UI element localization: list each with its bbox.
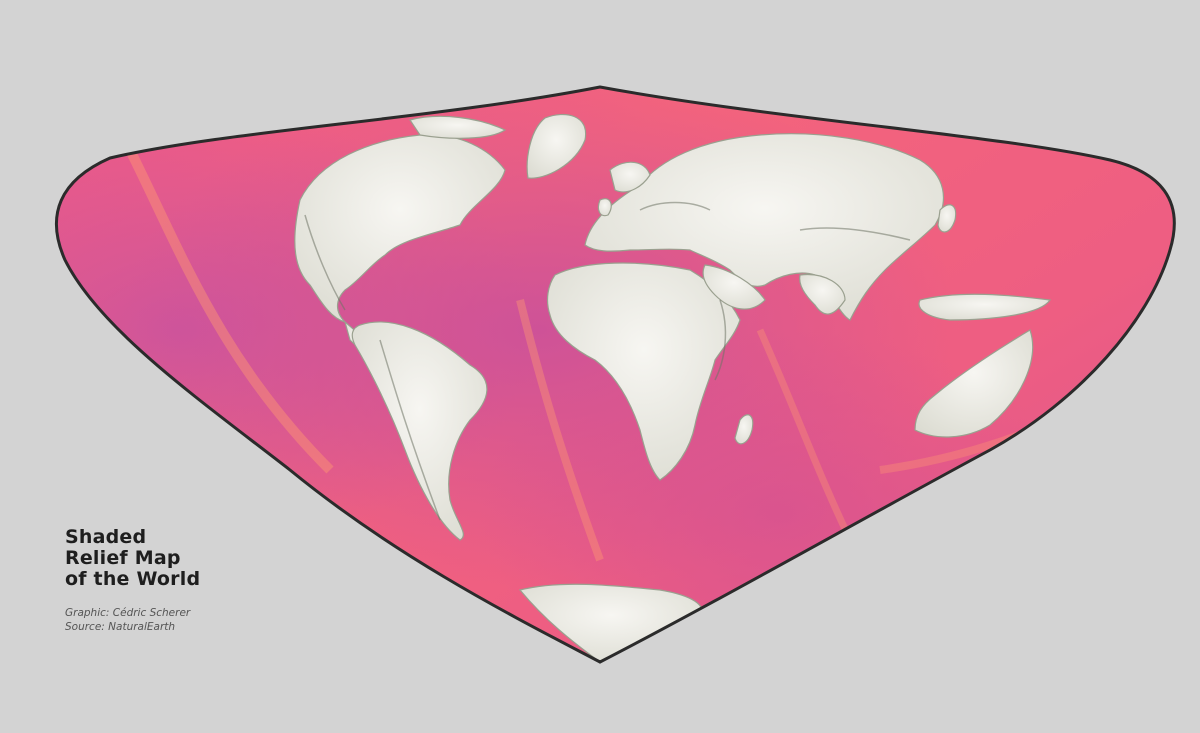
india-land <box>799 273 846 315</box>
japan-land <box>937 204 957 233</box>
credits: Graphic: Cédric Scherer Source: NaturalE… <box>65 606 285 634</box>
australia-land <box>914 329 1034 438</box>
british-isles-land <box>597 198 612 217</box>
graphic-credit: Graphic: Cédric Scherer <box>65 607 191 619</box>
southeast-asia-islands-land <box>918 293 1052 321</box>
arabia-land <box>702 264 766 310</box>
map-title: Shaded Relief Map of the World <box>65 527 285 590</box>
madagascar-land <box>734 414 754 445</box>
greenland-land <box>526 113 587 179</box>
scandinavia-land <box>609 161 651 193</box>
title-block: Shaded Relief Map of the World Graphic: … <box>65 527 285 634</box>
data-source: Source: NaturalEarth <box>65 621 176 633</box>
land-layer <box>294 113 1052 662</box>
south-america-land <box>351 321 488 541</box>
title-line-2: Relief Map <box>65 547 181 569</box>
arctic-islands-land <box>409 115 507 139</box>
africa-land <box>546 262 741 481</box>
title-line-3: of the World <box>65 568 201 590</box>
eurasia-land <box>584 133 944 321</box>
relief-shading <box>304 201 911 521</box>
title-line-1: Shaded <box>65 526 147 548</box>
